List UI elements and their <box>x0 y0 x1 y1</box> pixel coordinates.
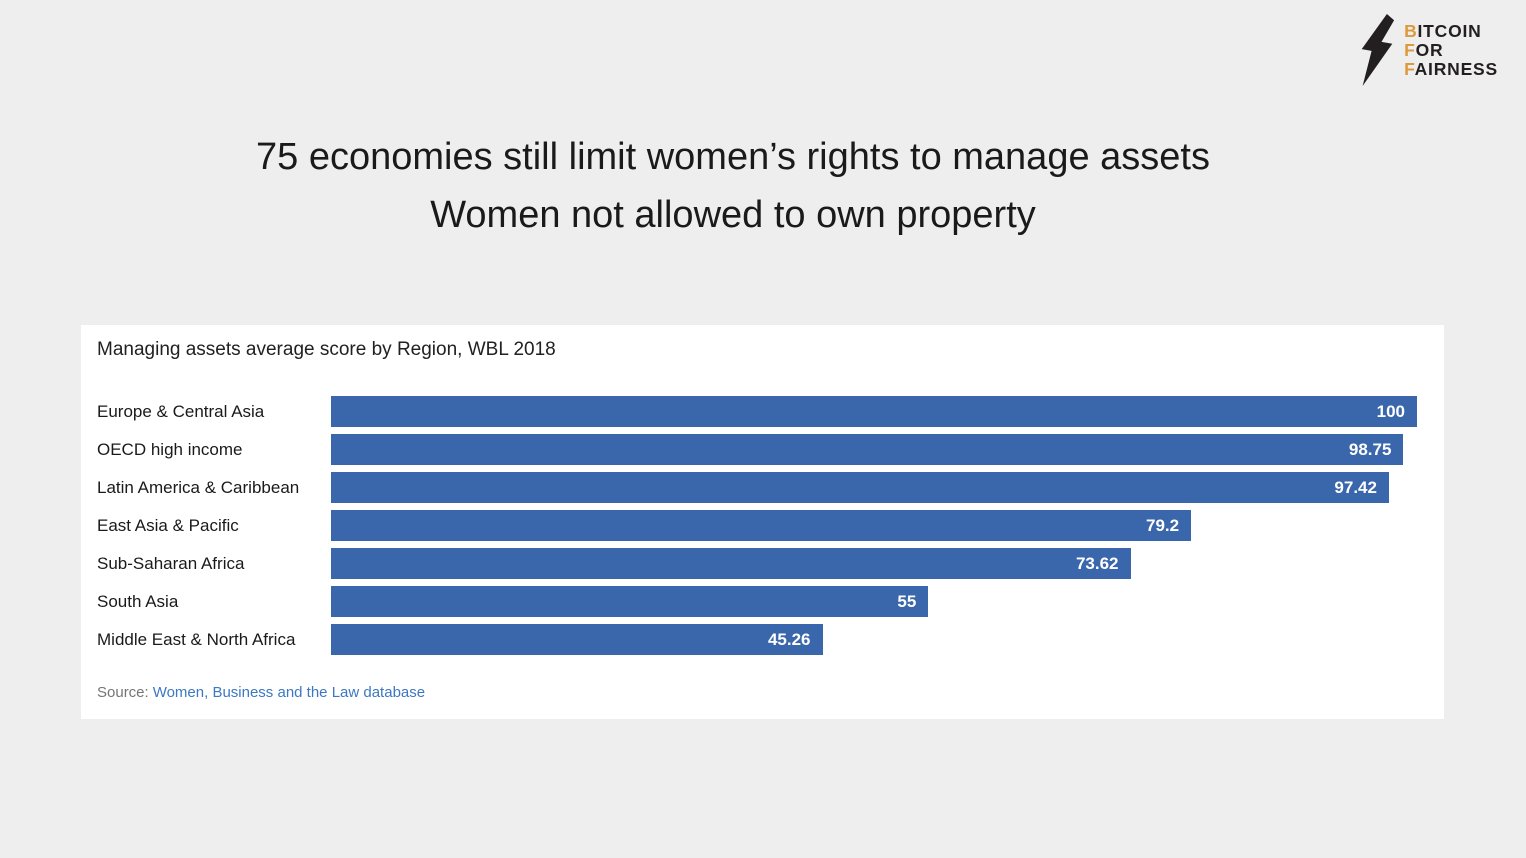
category-label: Latin America & Caribbean <box>97 477 300 497</box>
value-label: 97.42 <box>1334 477 1377 497</box>
logo-text: BITCOIN FOR FAIRNESS <box>1404 20 1498 79</box>
logo-line-3: FAIRNESS <box>1404 58 1498 79</box>
chart-row: Middle East & North Africa 45.26 <box>97 624 1417 655</box>
category-label: South Asia <box>97 591 179 611</box>
chart-row: OECD high income 98.75 <box>97 434 1417 465</box>
bar: 98.75 <box>331 434 1404 465</box>
chart-row: Sub-Saharan Africa 73.62 <box>97 548 1417 579</box>
bar-track: 98.75 <box>331 434 1417 465</box>
category-label: Europe & Central Asia <box>97 401 265 421</box>
chart-row: East Asia & Pacific 79.2 <box>97 510 1417 541</box>
bar: 97.42 <box>331 472 1389 503</box>
page-title-line-1: 75 economies still limit women’s rights … <box>256 136 1210 178</box>
source-line: Source: Women, Business and the Law datab… <box>97 684 425 701</box>
bar-track: 55 <box>331 586 1417 617</box>
bar-chart: Europe & Central Asia 100 OECD high income… <box>97 396 1417 655</box>
bar: 45.26 <box>331 624 823 655</box>
value-label: 79.2 <box>1146 515 1180 535</box>
category-label: Middle East & North Africa <box>97 629 296 649</box>
value-label: 100 <box>1376 401 1405 421</box>
value-label: 55 <box>897 591 917 611</box>
chart-row: Europe & Central Asia 100 <box>97 396 1417 427</box>
bar-track: 97.42 <box>331 472 1417 503</box>
bar-track: 100 <box>331 396 1417 427</box>
chart-row: South Asia 55 <box>97 586 1417 617</box>
chart-row: Latin America & Caribbean 97.42 <box>97 472 1417 503</box>
bar: 79.2 <box>331 510 1192 541</box>
bar-track: 45.26 <box>331 624 1417 655</box>
chart-title: Managing assets average score by Region,… <box>97 339 556 360</box>
bar-track: 79.2 <box>331 510 1417 541</box>
value-label: 98.75 <box>1348 439 1392 459</box>
bar: 73.62 <box>331 548 1131 579</box>
value-label: 73.62 <box>1075 553 1119 573</box>
source-prefix: Source: <box>97 684 149 701</box>
bar: 55 <box>331 586 929 617</box>
bar: 100 <box>331 396 1417 427</box>
page-title: 75 economies still limit women’s rights … <box>0 128 1466 244</box>
logo-line-2: FOR <box>1404 39 1444 60</box>
chart-card: Managing assets average score by Region,… <box>81 325 1444 719</box>
lightning-bolt-icon <box>1361 14 1395 86</box>
category-label: Sub-Saharan Africa <box>97 553 245 573</box>
logo-line-1: BITCOIN <box>1404 20 1482 41</box>
category-label: East Asia & Pacific <box>97 515 239 535</box>
bitcoin-for-fairness-logo: BITCOIN FOR FAIRNESS <box>1359 14 1498 86</box>
bar-track: 73.62 <box>331 548 1417 579</box>
page-title-line-2: Women not allowed to own property <box>430 194 1036 236</box>
value-label: 45.26 <box>767 629 811 649</box>
source-link[interactable]: Women, Business and the Law database <box>152 684 426 701</box>
category-label: OECD high income <box>97 439 243 459</box>
